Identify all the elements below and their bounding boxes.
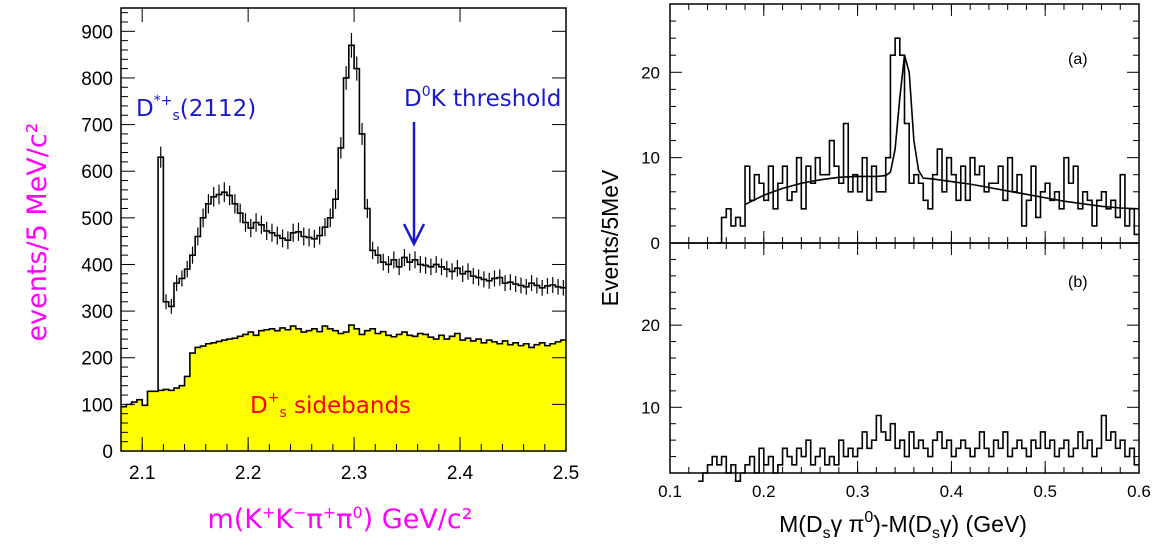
sideband-outline [121,324,566,408]
panel-a-label: (a) [1068,51,1088,68]
right-axes: 0 10 20 10 20 0.1 0.2 0.3 0.4 0.5 0.6 [641,3,1151,501]
threshold-label: D0K threshold [404,84,561,112]
x-tick-label: 0.2 [752,482,776,501]
panel-b-data [698,414,1139,483]
peak-label: D*+s(2112) [136,93,256,124]
x-tick-label: 0.4 [940,482,964,501]
data-histogram [157,44,566,391]
data-histogram-layer [157,32,566,391]
y-tick-label: 300 [81,302,113,323]
sideband-fill-layer [121,324,566,451]
right-chart: 0 10 20 10 20 0.1 0.2 0.3 0.4 0.5 0.6 (a) (b) Even… [597,3,1151,542]
x-tick-label: 2.3 [341,463,367,484]
fit-curve [744,55,1140,210]
threshold-arrow [402,122,426,247]
left-chart: 0 100 200 300 400 500 600 700 800 900 2.1 2.2 2.3 2.4… [22,7,579,535]
right-y-axis-label: Events/5MeV [597,169,623,306]
panel-b-histogram [698,414,1139,483]
x-tick-label: 2.2 [235,463,261,484]
left-y-axis-label: events/5 MeV/c² [22,123,53,342]
panel-a-fit [744,55,1140,210]
y-tick-label: 900 [81,22,113,43]
panel-a-histogram [716,37,1139,244]
y-tick-label: 0 [102,442,113,463]
x-tick-label: 0.5 [1033,482,1057,501]
y-tick-label: 100 [81,395,113,416]
b-y-tick-label: 10 [641,398,660,417]
left-axes: 0 100 200 300 400 500 600 700 800 900 2.1 2.2 2.3 2.4… [81,7,579,484]
x-tick-label: 0.1 [658,482,682,501]
panel-b-label: (b) [1068,274,1088,291]
y-tick-label: 200 [81,349,113,370]
y-tick-label: 400 [81,255,113,276]
right-x-axis-label: M(Dsγ π0)-M(Dsγ) (GeV) [779,509,1027,542]
y-tick-label: 800 [81,69,113,90]
x-tick-label: 0.6 [1127,482,1151,501]
y-tick-label: 700 [81,116,113,137]
panel-a-data [716,37,1139,244]
sideband-label: D+s sidebands [250,390,411,421]
x-tick-label: 2.4 [447,463,474,484]
y-tick-label: 500 [81,209,113,230]
a-y-tick-label: 10 [641,149,660,168]
left-x-axis-label: m(K+K−π+π0) GeV/c² [207,503,472,535]
b-y-tick-label: 20 [641,316,660,335]
y-tick-label: 600 [81,162,113,183]
a-y-tick-label: 0 [651,234,660,253]
x-tick-label: 2.5 [553,463,579,484]
x-tick-label: 0.3 [846,482,870,501]
sideband-area [121,325,566,451]
x-tick-label: 2.1 [129,463,155,484]
left-plot-frame [120,7,567,452]
a-y-tick-label: 20 [641,63,660,82]
